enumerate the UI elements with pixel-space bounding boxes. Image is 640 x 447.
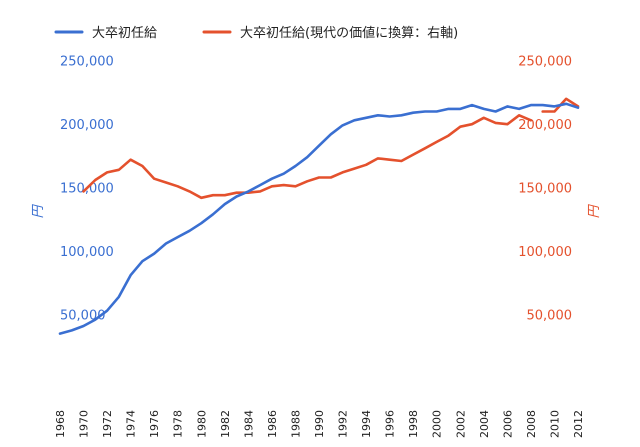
y-axis-right-ticks: 50,000 100,000 150,000 200,000 250,000: [518, 55, 572, 324]
x-tick-label: 2006: [501, 410, 514, 438]
y-tick-right-label: 50,000: [527, 309, 573, 324]
y-tick-left-label: 100,000: [60, 245, 114, 260]
y-tick-right-label: 100,000: [518, 245, 572, 260]
series-2-line: [82, 114, 533, 200]
y-tick-left-label: 200,000: [60, 118, 114, 133]
legend: 大卒初任給 大卒初任給(現代の価値に換算：右軸): [54, 25, 458, 41]
x-tick-label: 1976: [148, 410, 161, 438]
x-tick-label: 2012: [572, 410, 585, 438]
x-tick-label: 1994: [360, 410, 373, 438]
x-tick-label: 2010: [548, 410, 561, 438]
x-tick-label: 1982: [219, 410, 232, 438]
y-tick-left-label: 250,000: [60, 55, 114, 70]
x-tick-label: 1970: [78, 410, 91, 438]
y-axis-title-right: 円: [587, 204, 602, 219]
y-tick-right-label: 250,000: [518, 55, 572, 70]
x-tick-label: 2000: [431, 410, 444, 438]
x-axis-ticks: 1968 1970 1972 1974 1976 1978 1980 1982 1984 1986…: [54, 410, 585, 438]
series-layer: [58, 97, 580, 335]
y-tick-right-label: 150,000: [518, 182, 572, 197]
x-tick-label: 1968: [54, 410, 67, 438]
x-tick-label: 1996: [384, 410, 397, 438]
legend-label-series-1: 大卒初任給: [92, 26, 157, 41]
x-tick-label: 1972: [101, 410, 114, 438]
x-tick-label: 1990: [313, 410, 326, 438]
x-tick-label: 1984: [242, 410, 255, 438]
x-tick-label: 2008: [525, 410, 538, 438]
x-tick-label: 1978: [172, 410, 185, 438]
x-tick-label: 2004: [478, 410, 491, 438]
series-1-line: [58, 102, 580, 335]
x-tick-label: 1998: [407, 410, 420, 438]
y-tick-right-label: 200,000: [518, 118, 572, 133]
x-tick-label: 2002: [454, 410, 467, 438]
x-tick-label: 1974: [125, 410, 138, 438]
x-tick-label: 1986: [266, 410, 279, 438]
x-tick-label: 1988: [289, 410, 302, 438]
legend-label-series-2: 大卒初任給(現代の価値に換算：右軸): [240, 25, 458, 41]
y-axis-title-left: 円: [31, 204, 46, 219]
x-tick-label: 1992: [337, 410, 350, 438]
x-tick-label: 1980: [195, 410, 208, 438]
